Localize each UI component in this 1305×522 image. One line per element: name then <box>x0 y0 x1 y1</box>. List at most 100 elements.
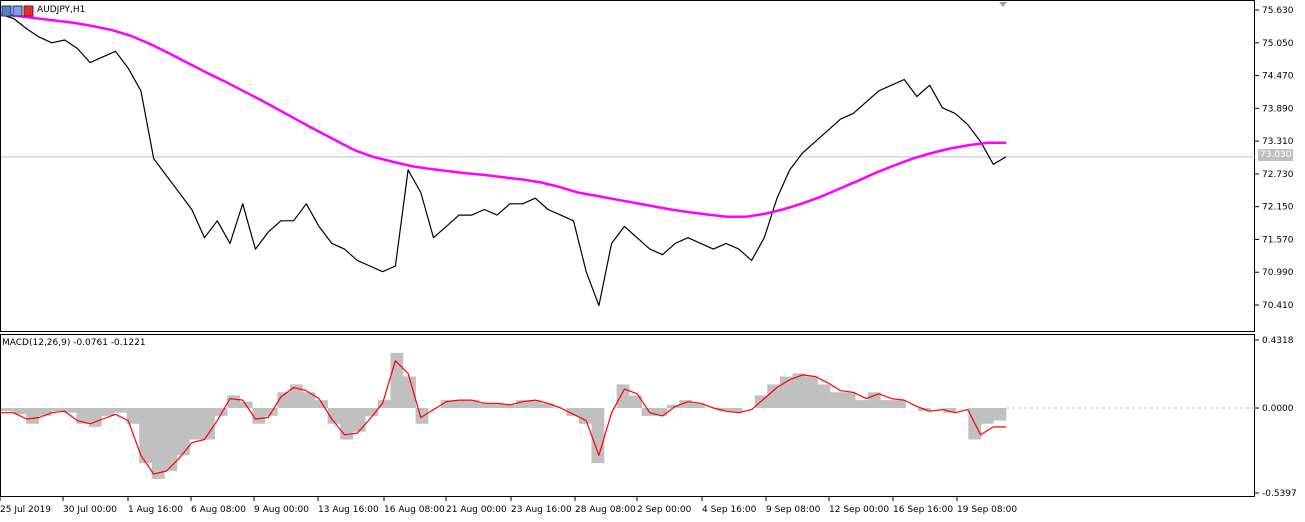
time-axis-label: 19 Sep 08:00 <box>957 505 1017 515</box>
macd-histogram-bar <box>151 408 165 479</box>
macd-histogram-bar <box>365 408 379 416</box>
macd-title: MACD(12,26,9) -0.0761 -0.1221 <box>2 338 146 348</box>
macd-histogram-bar <box>26 408 39 424</box>
time-axis-label: 12 Sep 00:00 <box>829 505 889 515</box>
time-axis-label: 4 Sep 16:00 <box>702 505 757 515</box>
macd-histogram-bar <box>327 408 341 424</box>
price-series-line <box>0 13 1007 307</box>
macd-axis-label: 0.4318 <box>1262 336 1294 346</box>
macd-histogram-bar <box>114 408 127 413</box>
macd-histogram-bar <box>880 400 894 409</box>
macd-histogram-bar <box>993 408 1007 421</box>
macd-histogram-bar <box>352 408 366 432</box>
macd-histogram-bar <box>139 408 153 464</box>
macd-histogram-bar <box>892 400 906 409</box>
macd-histogram-bar <box>842 392 856 409</box>
macd-histogram-bar <box>1 408 14 412</box>
macd-histogram-bar <box>202 408 215 440</box>
macd-histogram-bar <box>340 408 354 440</box>
time-axis-label: 21 Aug 00:00 <box>446 505 507 515</box>
main-price-chart[interactable] <box>0 0 1255 332</box>
macd-axis-label: 0.0000 <box>1262 404 1294 414</box>
macd-histogram-bar <box>478 403 492 409</box>
macd-histogram-bar <box>126 408 140 424</box>
macd-histogram-bar <box>453 400 467 409</box>
macd-axis-label: -0.5397 <box>1262 489 1297 499</box>
time-axis-label: 25 Jul 2019 <box>0 505 51 515</box>
macd-histogram-bar <box>980 408 994 424</box>
macd-histogram-bar <box>729 408 743 413</box>
macd-signal-line <box>1 360 1006 475</box>
macd-histogram-bar <box>403 376 416 409</box>
macd-histogram-bar <box>252 408 266 424</box>
macd-histogram-bar <box>503 404 517 409</box>
macd-histogram-bar <box>76 408 90 424</box>
macd-histogram-bar <box>578 408 592 424</box>
macd-histogram-bar <box>817 384 831 409</box>
macd-histogram-bar <box>465 400 479 409</box>
macd-histogram-bar <box>792 373 806 409</box>
macd-histogram-bar <box>943 408 957 413</box>
macd-histogram-bar <box>164 408 178 471</box>
price-axis-label: 72.730 <box>1262 170 1294 180</box>
macd-histogram-bar <box>666 404 680 409</box>
macd-histogram-bar <box>289 384 303 409</box>
macd-histogram-bar <box>830 392 843 409</box>
price-axis-label: 70.410 <box>1262 301 1294 311</box>
time-axis-label: 13 Aug 16:00 <box>318 505 379 515</box>
macd-histogram-bar <box>189 408 203 440</box>
time-axis-label: 28 Aug 08:00 <box>575 505 636 515</box>
macd-histogram-bar <box>315 400 328 409</box>
price-axis-label: 73.310 <box>1262 137 1294 147</box>
macd-histogram-bar <box>490 403 504 409</box>
macd-histogram-bar <box>302 392 316 409</box>
macd-histogram-bar <box>641 408 655 416</box>
price-axis-label: 73.890 <box>1262 104 1294 114</box>
price-axis-label: 75.630 <box>1262 6 1294 16</box>
macd-histogram-bar <box>516 400 529 409</box>
macd-histogram-bar <box>867 392 881 409</box>
macd-histogram-bar <box>616 384 630 409</box>
time-axis-label: 2 Sep 00:00 <box>637 505 692 515</box>
macd-histogram-bar <box>390 352 404 409</box>
macd-histogram-bar <box>277 392 291 409</box>
price-axis-label: 70.990 <box>1262 268 1294 278</box>
time-axis-label: 9 Sep 08:00 <box>766 505 821 515</box>
macd-histogram-bar <box>566 408 580 416</box>
price-axis-label: 74.470 <box>1262 72 1294 82</box>
macd-histogram-bar <box>176 408 190 456</box>
macd-histogram-bar <box>214 408 228 416</box>
macd-histogram-bar <box>13 408 27 415</box>
macd-histogram-bar <box>51 408 65 412</box>
moving-average-line <box>0 12 1006 219</box>
macd-histogram-bar <box>528 400 542 409</box>
macd-histogram-bar <box>227 395 240 409</box>
current-price-tag: 73.030 <box>1258 149 1293 161</box>
time-axis-label: 9 Aug 00:00 <box>254 505 309 515</box>
macd-histogram-bar <box>541 403 555 409</box>
price-axis-label: 72.150 <box>1262 203 1294 213</box>
time-axis-label: 1 Aug 16:00 <box>128 505 183 515</box>
macd-histogram-bar <box>440 400 454 409</box>
macd-histogram-bar <box>101 408 115 416</box>
time-axis-label: 23 Aug 16:00 <box>511 505 572 515</box>
macd-histogram-bar <box>767 384 781 409</box>
macd-histogram-bar <box>717 408 730 412</box>
chart-title: AUDJPY,H1 <box>37 5 86 15</box>
macd-histogram-bar <box>377 400 391 409</box>
macd-histogram-bar <box>629 395 642 409</box>
macd-histogram-bar <box>591 408 605 464</box>
macd-histogram-bar <box>415 408 429 424</box>
chart-window-icon <box>1 5 34 17</box>
macd-histogram-bar <box>691 403 705 409</box>
macd-histogram-bar <box>654 408 668 416</box>
time-axis-label: 30 Jul 00:00 <box>63 505 117 515</box>
price-axis-label: 75.050 <box>1262 39 1294 49</box>
macd-histogram-bar <box>88 408 102 427</box>
chart-shift-marker <box>999 2 1007 7</box>
time-axis-label: 6 Aug 08:00 <box>191 505 246 515</box>
macd-histogram-bar <box>805 376 818 409</box>
time-axis-label: 16 Aug 08:00 <box>384 505 445 515</box>
time-axis-label: 16 Sep 16:00 <box>893 505 953 515</box>
